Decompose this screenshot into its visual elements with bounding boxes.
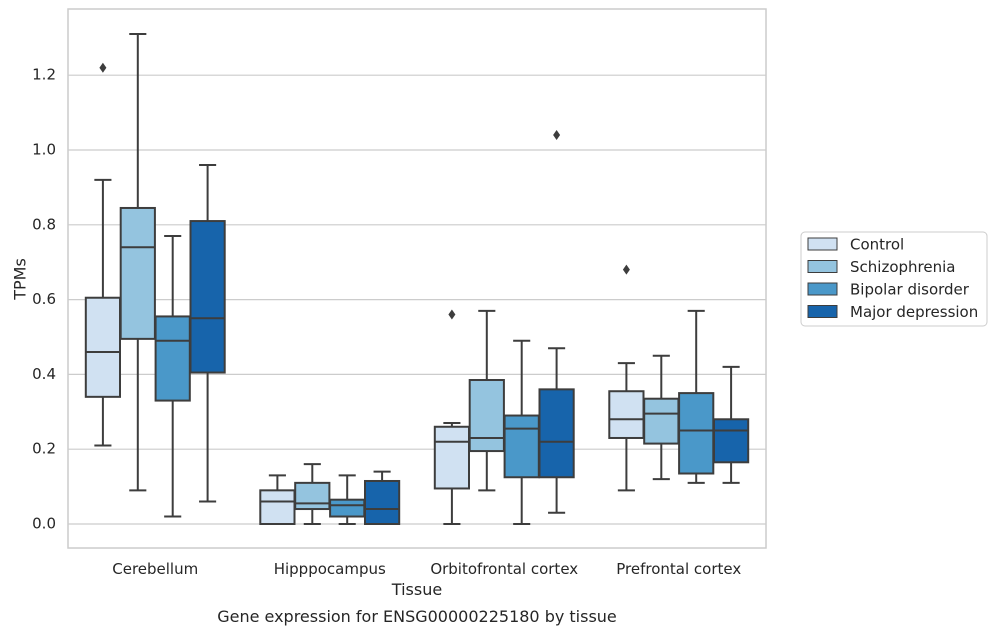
iqr-box bbox=[433, 425, 471, 490]
box-bipolar-disorder bbox=[329, 474, 366, 525]
iqr-box bbox=[643, 397, 680, 445]
x-tick-label: Cerebellum bbox=[112, 560, 198, 578]
y-tick-label: 0.4 bbox=[32, 365, 56, 383]
box-schizophrenia bbox=[119, 33, 156, 492]
box-bipolar-disorder bbox=[503, 339, 540, 525]
x-tick-label: Hipppocampus bbox=[274, 560, 386, 578]
box-control bbox=[433, 309, 471, 525]
iqr-box bbox=[154, 315, 191, 402]
iqr-box bbox=[329, 498, 366, 518]
y-tick-label: 0.6 bbox=[32, 290, 56, 308]
box-series bbox=[84, 33, 750, 525]
box-schizophrenia bbox=[294, 463, 331, 525]
box-major-depression bbox=[538, 130, 575, 514]
outlier-point bbox=[553, 130, 561, 141]
y-tick-label: 0.0 bbox=[32, 515, 56, 533]
iqr-box bbox=[294, 481, 331, 511]
box-control bbox=[259, 474, 296, 525]
iqr-box bbox=[608, 390, 645, 439]
outlier-point bbox=[448, 309, 456, 320]
y-tick-label: 1.2 bbox=[32, 66, 56, 84]
legend: Control Schizophrenia Bipolar disorder Majo… bbox=[800, 231, 988, 327]
iqr-box bbox=[189, 220, 226, 374]
box-control bbox=[84, 62, 122, 447]
legend-swatch bbox=[807, 237, 838, 251]
x-tick-labels: Cerebellum Hipppocampus Orbitofrontal cort… bbox=[112, 560, 741, 578]
iqr-box bbox=[119, 206, 156, 340]
y-tick-label: 1.0 bbox=[32, 141, 56, 159]
outlier-point bbox=[99, 62, 107, 73]
y-axis-label: TPMs bbox=[11, 258, 30, 301]
outlier-point bbox=[622, 264, 630, 275]
legend-label: Schizophrenia bbox=[850, 258, 955, 276]
y-tick-label: 0.8 bbox=[32, 215, 56, 233]
box-major-depression bbox=[189, 163, 226, 503]
y-tick-labels: 0.0 0.2 0.4 0.6 0.8 1.0 1.2 bbox=[32, 66, 56, 533]
chart-caption: Gene expression for ENSG00000225180 by t… bbox=[217, 607, 617, 626]
x-tick-label: Prefrontal cortex bbox=[616, 560, 741, 578]
x-axis-label: Tissue bbox=[391, 580, 442, 599]
legend-label: Major depression bbox=[850, 303, 978, 321]
iqr-box bbox=[538, 388, 575, 479]
box-control bbox=[608, 264, 645, 492]
iqr-box bbox=[678, 392, 715, 475]
iqr-box bbox=[468, 379, 505, 453]
box-schizophrenia bbox=[468, 309, 505, 492]
legend-swatch bbox=[807, 260, 838, 273]
iqr-box bbox=[84, 296, 122, 398]
iqr-box bbox=[503, 414, 540, 479]
iqr-box bbox=[363, 479, 401, 525]
plot-frame bbox=[67, 8, 767, 549]
x-tick-label: Orbitofrontal cortex bbox=[430, 560, 578, 578]
box-major-depression bbox=[363, 470, 401, 525]
legend-frame bbox=[800, 231, 988, 327]
box-bipolar-disorder bbox=[154, 235, 191, 518]
iqr-box bbox=[259, 489, 296, 525]
y-tick-label: 0.2 bbox=[32, 440, 56, 458]
box-schizophrenia bbox=[643, 354, 680, 481]
box-major-depression bbox=[712, 365, 750, 484]
iqr-box bbox=[712, 418, 750, 464]
legend-swatch bbox=[807, 305, 838, 318]
legend-swatch bbox=[807, 282, 838, 296]
legend-label: Bipolar disorder bbox=[850, 281, 970, 299]
box-bipolar-disorder bbox=[678, 309, 715, 484]
legend-label: Control bbox=[850, 236, 904, 254]
